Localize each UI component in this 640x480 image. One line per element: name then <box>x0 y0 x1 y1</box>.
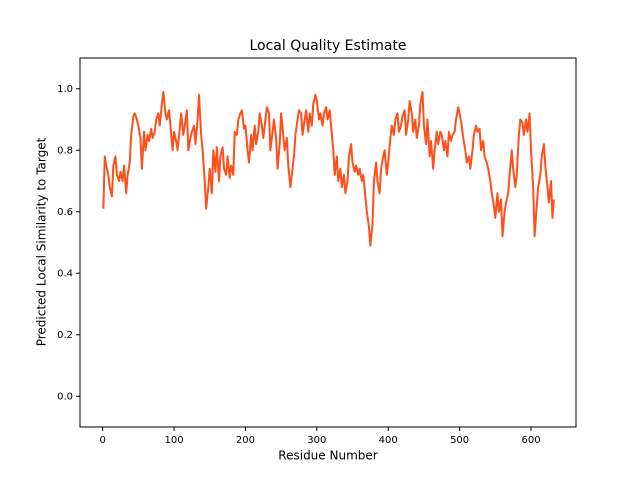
x-tick-label: 300 <box>307 435 326 446</box>
y-tick-label: 1.0 <box>57 84 73 95</box>
x-axis-label: Residue Number <box>278 449 377 463</box>
data-line <box>102 90 555 247</box>
y-tick-label: 0.4 <box>57 268 73 279</box>
x-tick-label: 200 <box>236 435 255 446</box>
x-tick-label: 400 <box>379 435 398 446</box>
x-tick-label: 0 <box>99 435 105 446</box>
y-tick-label: 0.0 <box>57 391 73 402</box>
y-tick-label: 0.6 <box>57 207 73 218</box>
y-tick-label: 0.8 <box>57 145 73 156</box>
x-tick-label: 500 <box>450 435 469 446</box>
x-tick-label: 600 <box>521 435 540 446</box>
plot-frame <box>79 57 577 428</box>
x-tick-label: 100 <box>164 435 183 446</box>
chart-title: Local Quality Estimate <box>249 38 406 54</box>
y-tick-label: 0.2 <box>57 330 73 341</box>
y-axis-label: Predicted Local Similarity to Target <box>35 137 49 346</box>
